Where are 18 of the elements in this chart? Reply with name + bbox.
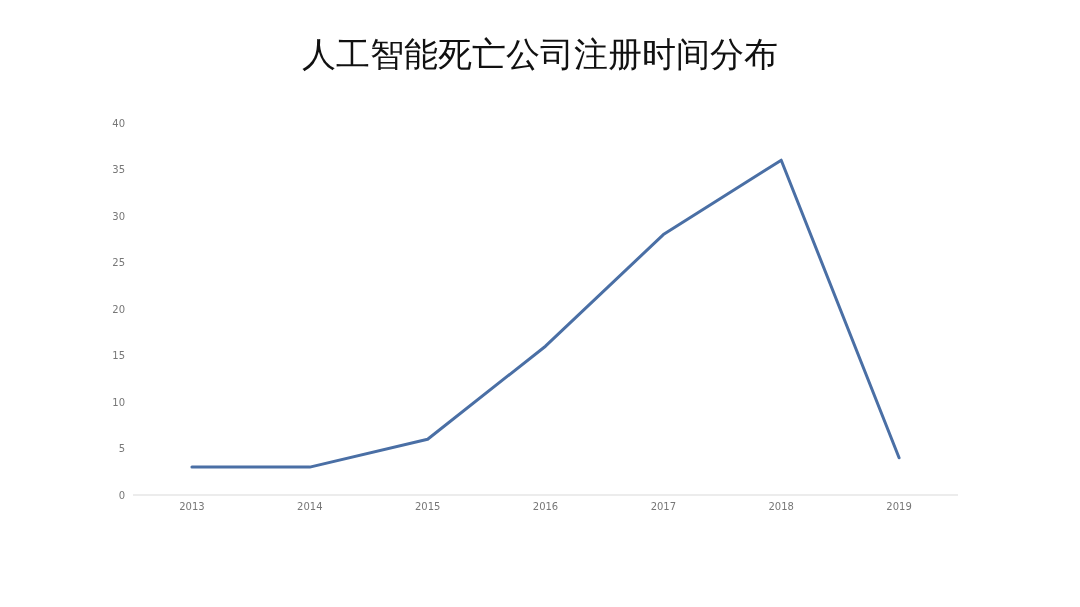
x-tick-label: 2016	[532, 501, 559, 512]
x-tick-label: 2015	[414, 501, 441, 512]
y-tick-label: 40	[112, 117, 125, 129]
x-tick-label: 2013	[179, 501, 205, 512]
y-tick-label: 0	[118, 489, 125, 501]
y-tick-label: 5	[118, 443, 125, 454]
y-tick-label: 10	[112, 396, 125, 408]
y-tick-label: 30	[112, 210, 125, 222]
x-tick-label: 2017	[650, 501, 677, 512]
x-tick-label: 2019	[886, 501, 912, 512]
y-tick-label: 35	[112, 164, 125, 175]
y-tick-label: 25	[112, 257, 125, 268]
y-tick-label: 15	[112, 350, 125, 361]
line-series	[190, 158, 901, 469]
y-tick-label: 20	[112, 303, 125, 315]
x-tick-label: 2014	[297, 501, 323, 512]
x-tick-label: 2018	[768, 501, 794, 512]
chart-title: 人工智能死亡公司注册时间分布	[302, 34, 778, 74]
